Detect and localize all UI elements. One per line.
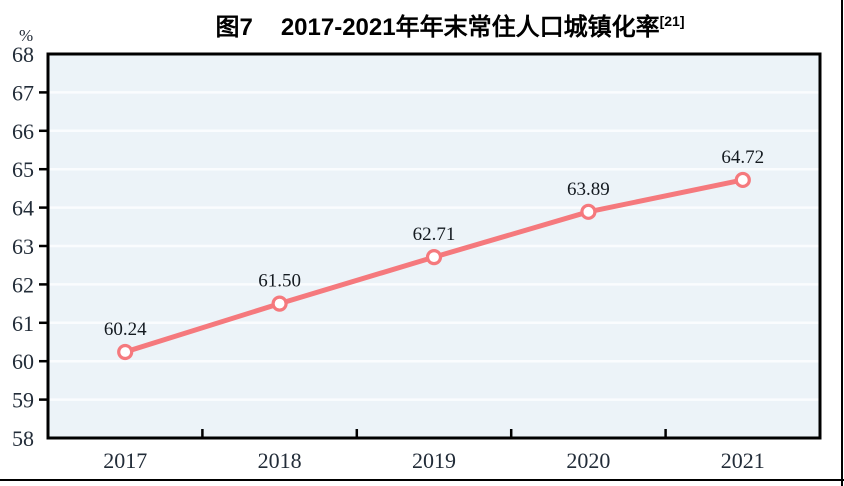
data-point-label: 64.72 <box>721 147 764 168</box>
chart-title-text: 2017-2021年年末常住人口城镇化率 <box>280 14 660 41</box>
data-point-label: 60.24 <box>104 319 147 340</box>
chart-title-superscript: [21] <box>659 13 685 29</box>
y-axis-tick-label: 63 <box>12 234 34 259</box>
y-axis-tick-label: 65 <box>12 157 34 182</box>
data-point-marker <box>580 203 597 220</box>
data-point-marker <box>117 343 134 361</box>
y-axis-tick-label: 59 <box>12 388 34 413</box>
chart-title: 图7 2017-2021年年末常住人口城镇化率[21] <box>0 7 844 42</box>
page-border-right <box>841 0 843 486</box>
data-point-marker <box>425 249 443 266</box>
data-point-marker <box>734 171 751 189</box>
x-axis-tick-label: 2019 <box>412 448 456 473</box>
x-axis-tick-label: 2017 <box>103 448 147 473</box>
y-axis-tick-label: 61 <box>12 311 34 336</box>
y-axis-tick-label: 60 <box>12 349 34 374</box>
x-axis-tick-label: 2020 <box>566 448 610 473</box>
y-axis-tick-label: 68 <box>12 42 34 67</box>
page-border-bottom <box>0 479 844 481</box>
data-point-label: 63.89 <box>567 179 610 200</box>
x-axis-tick-label: 2018 <box>258 448 302 473</box>
y-axis-tick-label: 67 <box>12 80 34 105</box>
y-axis-tick-label: 58 <box>12 426 34 451</box>
x-axis-tick-label: 2021 <box>721 448 765 473</box>
y-axis-unit-label: % <box>19 26 34 45</box>
data-point-marker <box>271 295 288 312</box>
y-axis-tick-label: 66 <box>12 119 34 144</box>
y-axis-tick-label: 64 <box>12 196 34 221</box>
chart-title-prefix: 图7 <box>215 14 253 41</box>
y-axis-tick-label: 62 <box>12 272 34 297</box>
data-point-label: 62.71 <box>413 224 456 245</box>
data-point-label: 61.50 <box>258 271 301 292</box>
